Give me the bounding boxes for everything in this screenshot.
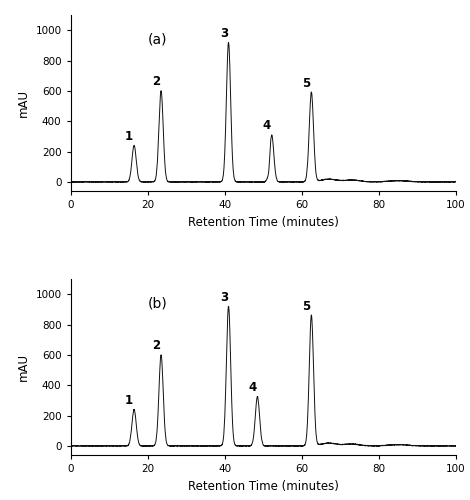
Y-axis label: mAU: mAU: [17, 89, 30, 117]
Text: (b): (b): [148, 296, 167, 310]
Text: 2: 2: [152, 75, 160, 88]
Text: (a): (a): [148, 32, 167, 46]
Text: 2: 2: [152, 339, 160, 352]
Text: 1: 1: [124, 130, 133, 143]
Text: 3: 3: [220, 290, 228, 304]
Text: 1: 1: [124, 394, 133, 407]
Text: 5: 5: [302, 300, 311, 312]
Text: 4: 4: [263, 119, 271, 132]
Text: 3: 3: [220, 26, 228, 40]
Text: 5: 5: [302, 76, 311, 90]
X-axis label: Retention Time (minutes): Retention Time (minutes): [188, 480, 339, 492]
Y-axis label: mAU: mAU: [17, 353, 30, 381]
Text: 4: 4: [249, 381, 257, 394]
X-axis label: Retention Time (minutes): Retention Time (minutes): [188, 216, 339, 228]
